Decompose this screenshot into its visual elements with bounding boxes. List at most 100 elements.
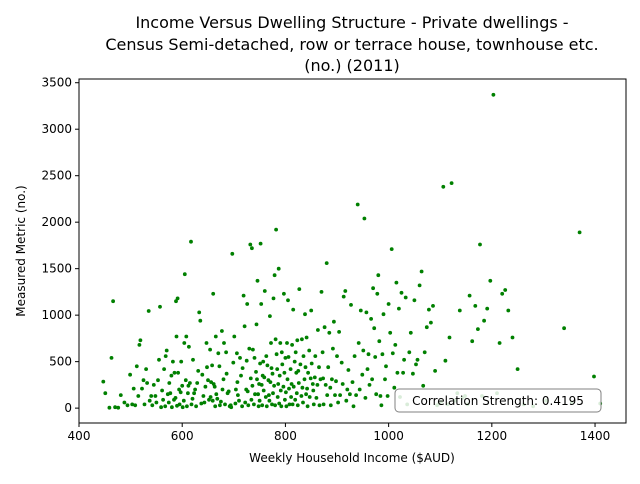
data-point-315 [378, 394, 383, 398]
data-point-378 [500, 291, 505, 296]
data-point-93 [209, 380, 214, 384]
y-tick-label-2500: 2500 [41, 169, 72, 183]
data-point-219 [291, 384, 296, 389]
data-point-209 [286, 298, 290, 303]
data-point-367 [470, 339, 475, 344]
data-point-127 [237, 398, 241, 403]
data-point-108 [220, 387, 225, 392]
data-point-173 [267, 393, 271, 397]
data-point-34 [160, 388, 165, 393]
data-point-22 [145, 381, 150, 385]
data-point-110 [222, 341, 226, 345]
data-point-296 [357, 387, 362, 392]
x-tick-label-800: 800 [274, 429, 297, 443]
data-point-313 [376, 273, 381, 278]
data-point-151 [254, 322, 259, 327]
data-point-255 [315, 383, 320, 387]
data-point-246 [308, 376, 313, 381]
data-point-301 [363, 396, 368, 400]
data-point-250 [311, 388, 316, 393]
data-point-51 [174, 334, 179, 339]
data-point-179 [270, 402, 274, 407]
data-point-18 [140, 386, 144, 391]
data-point-366 [467, 293, 472, 298]
data-point-103 [216, 351, 221, 356]
data-point-33 [159, 405, 164, 410]
data-point-139 [246, 403, 251, 408]
data-point-178 [269, 366, 274, 370]
data-point-338 [408, 330, 413, 335]
data-point-44 [169, 373, 174, 378]
data-point-285 [344, 398, 349, 403]
data-point-89 [206, 378, 210, 383]
data-point-311 [374, 392, 379, 397]
data-point-115 [226, 389, 231, 394]
data-point-62 [182, 341, 187, 345]
data-point-86 [203, 384, 208, 389]
data-point-271 [328, 403, 333, 408]
data-point-355 [441, 184, 446, 189]
data-point-29 [154, 400, 159, 405]
data-point-307 [370, 377, 374, 382]
data-point-283 [341, 294, 346, 299]
data-point-229 [297, 287, 302, 291]
data-point-152 [255, 377, 259, 382]
data-point-94 [210, 363, 215, 368]
data-point-356 [443, 358, 448, 363]
data-point-380 [506, 308, 511, 313]
data-point-233 [300, 385, 305, 390]
data-point-134 [243, 400, 248, 405]
data-point-12 [131, 386, 136, 391]
data-point-244 [307, 348, 312, 353]
data-point-158 [258, 361, 262, 366]
data-point-320 [384, 364, 388, 369]
data-point-197 [279, 404, 284, 409]
data-point-91 [208, 347, 213, 352]
data-point-343 [417, 283, 422, 288]
data-point-389 [592, 374, 596, 379]
data-point-56 [177, 402, 182, 407]
data-point-323 [388, 330, 393, 335]
data-point-90 [207, 397, 211, 402]
data-point-96 [211, 291, 216, 296]
data-point-201 [282, 291, 286, 296]
data-point-126 [236, 393, 240, 397]
data-point-130 [240, 404, 245, 409]
data-point-220 [292, 359, 297, 364]
data-point-39 [164, 348, 169, 353]
data-point-15 [136, 394, 141, 398]
data-point-339 [411, 371, 415, 376]
data-point-92 [208, 395, 213, 399]
data-point-154 [256, 392, 260, 397]
data-point-124 [235, 351, 239, 356]
data-point-171 [265, 363, 270, 368]
data-point-165 [261, 388, 266, 393]
data-point-11 [130, 402, 135, 407]
data-point-21 [144, 367, 149, 371]
data-point-107 [220, 329, 224, 333]
data-point-81 [198, 318, 203, 323]
data-point-279 [337, 330, 341, 334]
data-point-266 [324, 261, 329, 265]
data-point-276 [334, 379, 338, 384]
data-point-269 [327, 330, 332, 335]
data-point-308 [371, 286, 375, 291]
data-point-335 [403, 295, 408, 300]
data-point-177 [269, 341, 273, 345]
data-point-143 [249, 397, 254, 402]
data-point-234 [301, 400, 305, 405]
data-point-128 [238, 356, 242, 360]
data-point-166 [262, 375, 267, 380]
data-point-345 [421, 383, 426, 388]
data-point-349 [429, 320, 433, 325]
data-point-312 [375, 291, 380, 296]
data-point-200 [281, 384, 286, 389]
data-point-253 [313, 354, 318, 358]
data-point-262 [321, 376, 325, 381]
data-point-214 [289, 395, 293, 399]
data-point-290 [350, 380, 355, 384]
data-point-208 [285, 377, 290, 382]
data-point-162 [260, 403, 265, 408]
data-point-248 [309, 361, 314, 366]
